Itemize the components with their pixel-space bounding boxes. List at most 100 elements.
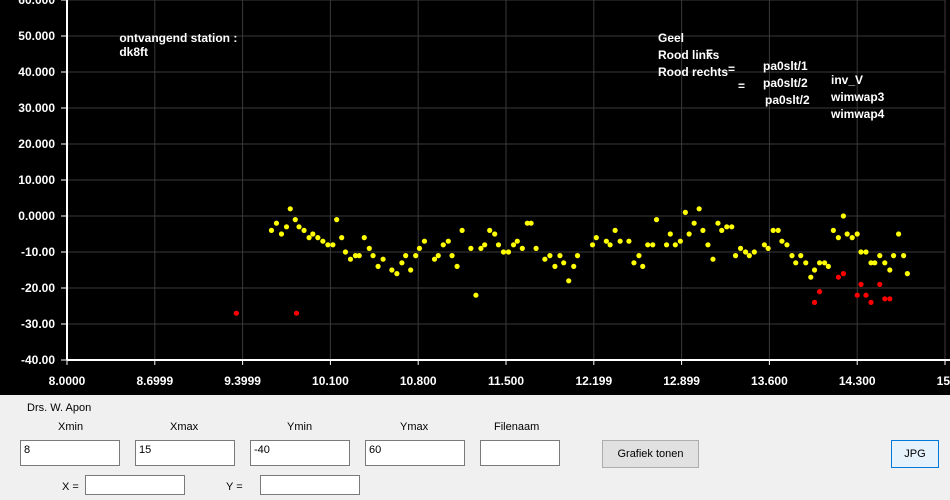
data-point	[645, 242, 651, 248]
station-value: dk8ft	[119, 45, 149, 59]
filenaam-label: Filenaam	[494, 421, 540, 433]
data-point	[292, 217, 298, 223]
data-point	[868, 299, 874, 305]
author-label: Drs. W. Apon	[27, 402, 92, 414]
data-point	[421, 238, 428, 244]
data-point	[640, 263, 646, 269]
data-point	[737, 245, 744, 251]
data-point	[552, 263, 558, 269]
legend-station: pa0slt/2	[763, 76, 808, 90]
data-point	[273, 220, 280, 226]
legend-eq: =	[706, 45, 714, 59]
data-point	[557, 253, 563, 259]
data-point	[825, 263, 831, 269]
x-tick-label: 10.100	[312, 374, 349, 388]
data-point	[696, 206, 702, 212]
legend-name: Rood links	[658, 48, 720, 62]
data-point	[505, 249, 512, 255]
data-point	[808, 274, 814, 280]
jpg-button[interactable]: JPG	[891, 440, 939, 468]
data-point	[375, 263, 381, 269]
data-point	[784, 242, 790, 248]
station-label: ontvangend station :	[119, 31, 238, 45]
xmax-input[interactable]: 15	[135, 440, 235, 466]
data-point	[454, 263, 460, 269]
plot-area: 60.000 50.000 40.000 30.000 20.000 10.000 0.00…	[0, 0, 950, 395]
y-tick-label: 0.0000	[18, 209, 55, 223]
legend-station: pa0slt/1	[763, 59, 808, 73]
y-tick-label: -10.00	[21, 245, 55, 259]
data-point	[413, 253, 419, 259]
data-point	[287, 206, 293, 212]
ymin-label: Ymin	[287, 421, 313, 433]
data-point	[742, 249, 749, 255]
data-point	[811, 299, 818, 305]
legend-row-rood-rechts: Rood rechts = pa0slt/2 wimwap4	[658, 51, 884, 135]
x-coord-input[interactable]	[85, 475, 185, 495]
ymin-input[interactable]: -40	[250, 440, 350, 466]
y-tick-label: 20.000	[18, 137, 55, 151]
data-point	[399, 260, 405, 266]
data-point	[315, 235, 321, 241]
data-point	[416, 245, 423, 251]
data-point	[626, 238, 632, 244]
data-point	[524, 220, 530, 226]
data-point	[435, 253, 441, 259]
data-point	[617, 238, 623, 244]
xmin-label: Xmin	[58, 421, 84, 433]
x-tick-label: 12.199	[575, 374, 612, 388]
data-point	[603, 238, 609, 244]
data-point	[356, 253, 362, 259]
data-point	[431, 256, 438, 262]
xmin-input[interactable]: 8	[20, 440, 120, 466]
data-point	[519, 245, 525, 251]
show-graph-button[interactable]: Grafiek tonen	[602, 440, 699, 468]
data-point	[798, 253, 804, 259]
y-tick-label: -30.00	[21, 317, 55, 331]
filenaam-input[interactable]	[480, 440, 560, 466]
data-point	[882, 260, 888, 266]
data-point	[607, 242, 613, 248]
data-point	[844, 231, 850, 237]
data-point	[612, 227, 618, 233]
data-point	[571, 263, 577, 269]
data-point	[593, 235, 599, 241]
data-point	[492, 231, 498, 237]
ymax-label: Ymax	[400, 421, 429, 433]
y-coord-input[interactable]	[260, 475, 360, 495]
data-point	[770, 227, 776, 233]
x-tick-label: 9.3999	[224, 374, 261, 388]
y-tick-label: 40.000	[18, 65, 55, 79]
data-point	[686, 231, 692, 237]
x-tick-label: 13.600	[751, 374, 788, 388]
ymax-input[interactable]: 60	[365, 440, 465, 466]
data-point	[330, 242, 336, 248]
data-point	[339, 235, 345, 241]
data-point	[278, 231, 285, 237]
data-point	[514, 238, 520, 244]
data-point	[500, 249, 507, 255]
data-point	[890, 253, 897, 259]
data-point	[677, 238, 683, 244]
data-point	[691, 220, 697, 226]
data-point	[394, 271, 400, 277]
data-point	[710, 256, 716, 262]
data-point	[487, 227, 493, 233]
data-point	[789, 253, 795, 259]
data-point	[854, 231, 860, 237]
data-point	[746, 253, 752, 259]
data-point	[478, 245, 484, 251]
legend-station: pa0slt/2	[765, 93, 810, 107]
data-point	[325, 242, 331, 248]
data-point	[901, 253, 907, 259]
x-tick-label: 10.800	[400, 374, 437, 388]
data-point	[840, 213, 847, 219]
data-point	[495, 242, 502, 248]
x-tick-label: 15.	[937, 374, 950, 388]
data-point	[663, 242, 670, 248]
legend-name: Geel	[658, 31, 685, 45]
data-point	[835, 274, 841, 280]
x-tick-label: 14.300	[839, 374, 876, 388]
data-point	[542, 256, 548, 262]
data-point	[403, 253, 409, 259]
